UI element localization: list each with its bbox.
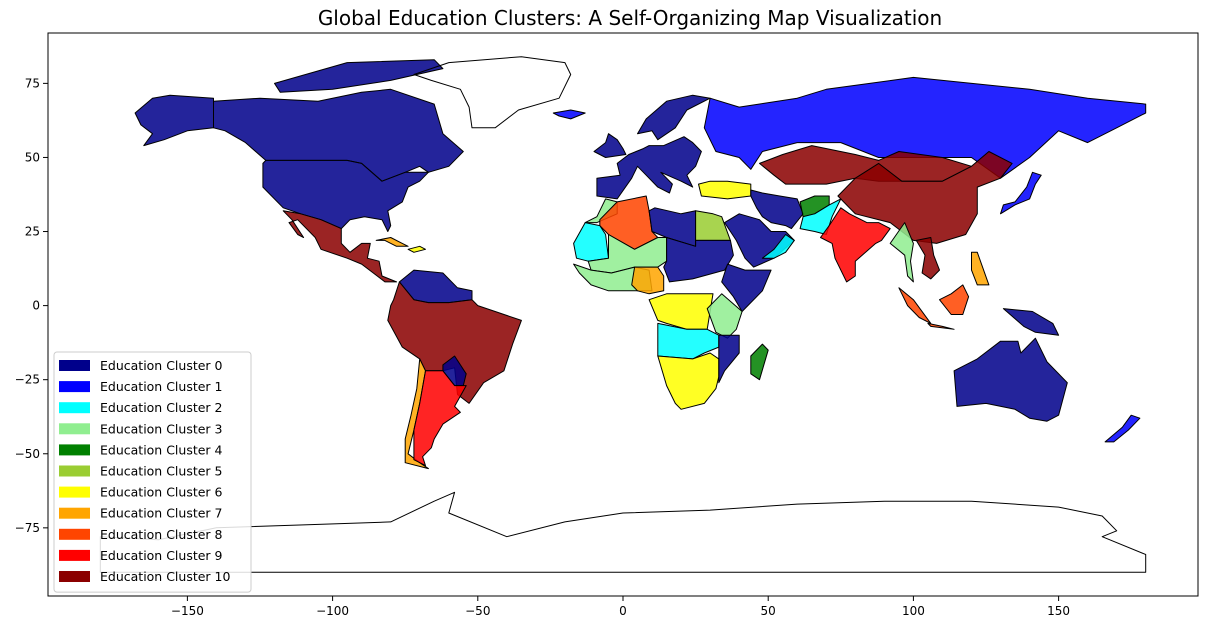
legend-swatch (59, 381, 90, 393)
legend-swatch (59, 486, 90, 498)
x-tick-label: 150 (1047, 604, 1070, 618)
region-india (820, 207, 891, 283)
region-hispaniola (407, 245, 426, 253)
y-tick-label: −25 (15, 373, 40, 387)
legend-swatch (59, 360, 90, 371)
chart-title: Global Education Clusters: A Self-Organi… (318, 6, 942, 30)
x-tick-label: 100 (902, 604, 925, 618)
region-indochina (915, 237, 940, 280)
region-philippines (971, 251, 990, 286)
legend-swatch (59, 444, 90, 456)
region-iceland (552, 109, 586, 120)
region-ethiopia-somalia (721, 263, 772, 312)
region-scandinavia (637, 94, 711, 141)
region-argentina (413, 370, 467, 467)
x-tick-label: 50 (761, 604, 776, 618)
region-mozambique (718, 334, 740, 384)
legend-swatch (59, 571, 90, 582)
map-regions (99, 56, 1147, 573)
region-colombia-ecuador-peru-bolivia-brazil (387, 281, 522, 404)
region-sumatra (898, 287, 932, 324)
x-tick-label: 0 (619, 604, 627, 618)
region-canadian-arctic-islands (274, 59, 444, 93)
region-western-sahara-mauritania (573, 222, 609, 262)
region-east-africa (706, 293, 743, 339)
region-mexico-central-america (282, 210, 397, 283)
x-tick-label: −150 (171, 604, 204, 618)
x-axis: −150 −100 −50 0 50 100 150 (171, 596, 1070, 618)
region-western-central-europe (596, 136, 702, 200)
y-tick-label: 0 (32, 299, 40, 313)
region-new-zealand (1104, 414, 1141, 443)
legend-entry-label: Education Cluster 7 (100, 506, 223, 521)
legend-entry-label: Education Cluster 0 (100, 358, 223, 373)
legend-swatch (59, 507, 90, 519)
region-iran (750, 189, 804, 230)
region-madagascar (750, 343, 769, 381)
y-tick-label: 25 (25, 225, 40, 239)
region-australia (953, 337, 1068, 422)
legend-entry-label: Education Cluster 1 (100, 379, 223, 394)
legend-entry-label: Education Cluster 8 (100, 527, 223, 542)
legend-entry-label: Education Cluster 9 (100, 548, 223, 563)
region-antarctica (99, 491, 1147, 573)
legend: Education Cluster 0 Education Cluster 1 Ed… (53, 351, 252, 593)
y-tick-label: 75 (25, 76, 40, 90)
region-pakistan (799, 198, 842, 235)
x-tick-label: −100 (316, 604, 349, 618)
legend-swatch (59, 549, 90, 561)
x-tick-label: −50 (465, 604, 490, 618)
legend-swatch (59, 465, 90, 477)
region-british-isles (593, 133, 627, 158)
legend-entry-label: Education Cluster 5 (100, 464, 223, 479)
y-axis: 75 50 25 0 −25 −50 −75 (15, 76, 48, 535)
legend-swatch (59, 402, 90, 414)
region-greenland (413, 56, 572, 129)
y-tick-label: 50 (25, 150, 40, 164)
region-new-guinea (1002, 308, 1060, 336)
y-tick-label: −50 (15, 447, 40, 461)
legend-box (53, 351, 252, 593)
region-japan (1000, 171, 1042, 215)
region-chad-sudan (663, 237, 734, 283)
region-central-africa (648, 293, 714, 330)
region-algeria (599, 195, 659, 250)
region-cuba (375, 237, 409, 247)
legend-entry-label: Education Cluster 2 (100, 400, 223, 415)
region-java (927, 322, 955, 330)
region-egypt (695, 210, 731, 241)
region-russia (703, 76, 1147, 179)
legend-entry-label: Education Cluster 10 (100, 569, 230, 584)
region-nigeria-cameroon (631, 266, 665, 295)
legend-swatch (59, 423, 90, 435)
legend-entry-label: Education Cluster 3 (100, 421, 223, 436)
y-tick-label: −75 (15, 521, 40, 535)
region-southern-africa (657, 352, 720, 410)
legend-entry-label: Education Cluster 6 (100, 485, 223, 500)
region-oman-yemen (761, 234, 795, 259)
region-myanmar-thailand (889, 222, 914, 283)
legend-swatch (59, 528, 90, 540)
region-borneo (939, 284, 970, 315)
region-alaska (134, 94, 214, 147)
region-turkey (698, 180, 752, 200)
legend-entry-label: Education Cluster 4 (100, 442, 223, 457)
